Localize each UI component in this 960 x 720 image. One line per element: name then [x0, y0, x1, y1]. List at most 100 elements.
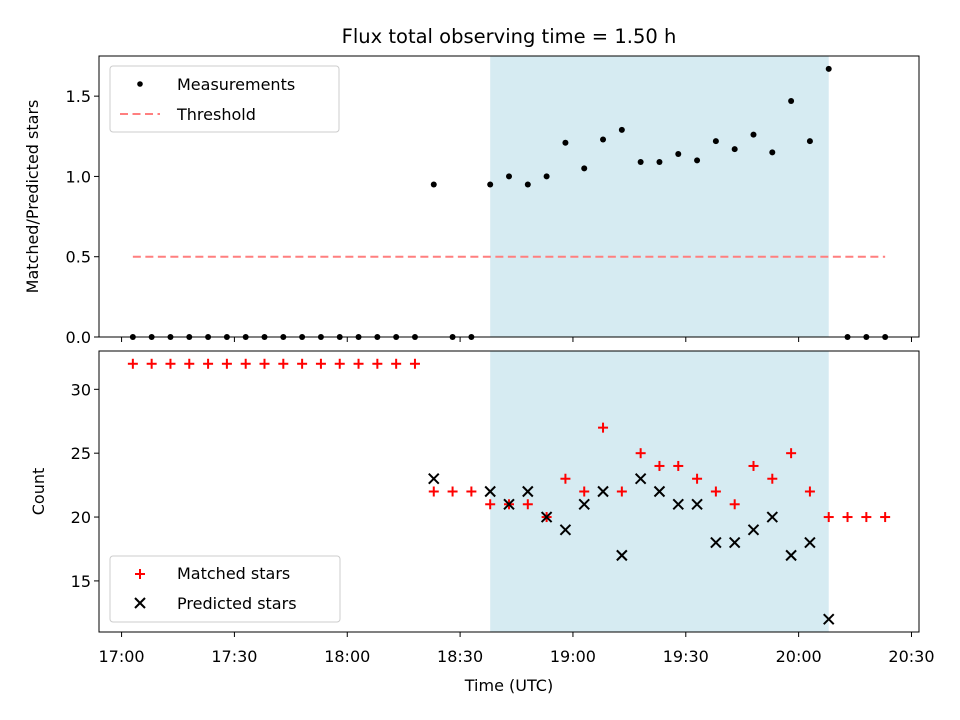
- predicted-star-point: [540, 511, 553, 523]
- predicted-star-point: [559, 524, 572, 536]
- measurement-point: [543, 173, 550, 180]
- top-axes-frame: [98, 55, 920, 338]
- matched-star-point: [146, 358, 157, 369]
- matched-star-point: [409, 358, 420, 369]
- legend-matched-label: Matched stars: [177, 564, 290, 583]
- predicted-star-point-b: [728, 536, 741, 549]
- x-tick-label: 19:00: [550, 647, 596, 666]
- matched-star-points: [127, 358, 891, 523]
- top-y-tick-label: 0.5: [66, 248, 91, 267]
- matched-star-point: [184, 358, 195, 369]
- predicted-star-point: [823, 613, 835, 625]
- legend-measurements-label: Measurements: [177, 75, 295, 94]
- predicted-star-point: [634, 473, 647, 485]
- legend-predicted-label: Predicted stars: [177, 594, 297, 613]
- matched-star-point: [692, 473, 703, 484]
- measurement-points: [129, 65, 889, 340]
- predicted-star-point-b: [804, 536, 816, 549]
- predicted-star-point-b: [691, 498, 703, 510]
- measurement-point: [524, 181, 531, 188]
- bottom-legend: Matched stars Predicted stars: [109, 555, 341, 623]
- predicted-star-point: [522, 485, 534, 498]
- measurement-point: [656, 158, 663, 165]
- predicted-star-point-b: [710, 536, 722, 549]
- predicted-star-point-b: [616, 549, 628, 562]
- matched-star-point: [748, 460, 759, 471]
- matched-star-point: [654, 460, 665, 471]
- predicted-star-point-b: [785, 549, 797, 562]
- predicted-star-point: [785, 549, 797, 562]
- predicted-star-point: [710, 536, 722, 549]
- measurement-point: [581, 165, 588, 172]
- matched-star-point: [616, 486, 627, 497]
- predicted-star-point-b: [540, 511, 553, 523]
- x-tick-label: 17:00: [99, 647, 145, 666]
- matched-star-point: [240, 358, 251, 369]
- predicted-star-point-b: [747, 524, 760, 536]
- matched-star-point: [127, 358, 138, 369]
- matched-star-point: [334, 358, 345, 369]
- matched-star-point: [729, 499, 740, 510]
- measurement-point: [618, 126, 625, 133]
- predicted-star-point-b: [428, 473, 440, 485]
- top-legend: Measurements Threshold: [109, 65, 340, 133]
- predicted-star-point: [653, 485, 666, 498]
- bottom-y-tick-label: 30: [71, 380, 91, 399]
- x-tick-label: 20:00: [776, 647, 822, 666]
- top-y-tick-label: 1.0: [66, 167, 91, 186]
- matched-star-point: [673, 460, 684, 471]
- predicted-star-point: [691, 498, 703, 510]
- legend-matched-marker: [135, 569, 145, 579]
- predicted-star-point-b: [559, 524, 572, 536]
- bottom-x-ticks: 17:00 17:30 18:00 18:30 19:00 19:30 20:00 20:30: [99, 632, 935, 666]
- matched-star-point: [391, 358, 402, 369]
- count-panel: 15 20 25 30 17:00 17:30 18:00 18:30 19:00 19:30 2…: [29, 350, 935, 695]
- matched-star-point: [767, 473, 778, 484]
- measurement-point: [637, 158, 644, 165]
- matched-star-point: [165, 358, 176, 369]
- predicted-star-point-b: [522, 485, 534, 498]
- top-y-axis-label: Matched/Predicted stars: [23, 100, 42, 294]
- predicted-star-point-b: [484, 485, 496, 498]
- top-y-ticks: 0.0 0.5 1.0 1.5: [66, 87, 99, 347]
- x-tick-label: 19:30: [663, 647, 709, 666]
- matched-star-point: [598, 422, 609, 433]
- predicted-star-point-b: [578, 498, 590, 510]
- bottom-y-axis-label: Count: [29, 468, 48, 516]
- legend-predicted-x-b: [134, 597, 146, 609]
- top-x-tick-marks: [121, 337, 912, 342]
- ratio-panel: 0.0 0.5 1.0 1.5 Matched/Predicted stars Mea…: [23, 55, 920, 347]
- measurement-point: [825, 65, 832, 72]
- predicted-star-point-b: [672, 498, 684, 510]
- bottom-y-tick-label: 20: [71, 508, 91, 527]
- matched-star-point: [560, 473, 571, 484]
- legend-measurements-marker: [137, 81, 143, 87]
- predicted-star-point-b: [653, 485, 666, 498]
- matched-star-point: [353, 358, 364, 369]
- matched-star-point: [522, 499, 533, 510]
- measurement-point: [750, 131, 757, 138]
- bottom-legend-box: [109, 555, 341, 623]
- legend-threshold-label: Threshold: [176, 105, 256, 124]
- measurement-point: [487, 181, 494, 188]
- predicted-star-points: [428, 473, 835, 625]
- predicted-star-point: [672, 498, 684, 510]
- matched-star-point: [259, 358, 270, 369]
- matched-star-point: [842, 512, 853, 523]
- matched-star-point: [710, 486, 721, 497]
- predicted-star-point: [728, 536, 741, 549]
- measurement-point: [694, 157, 701, 164]
- matched-star-point: [447, 486, 458, 497]
- measurement-point: [769, 149, 776, 156]
- predicted-star-point: [578, 498, 590, 510]
- top-legend-box: [109, 65, 340, 133]
- measurement-point: [806, 138, 813, 145]
- measurement-point: [712, 138, 719, 145]
- matched-star-point: [786, 448, 797, 459]
- predicted-star-point-b: [823, 613, 835, 625]
- matched-star-point: [485, 499, 496, 510]
- predicted-star-point: [804, 536, 816, 549]
- matched-star-point: [221, 358, 232, 369]
- measurement-point: [731, 146, 738, 153]
